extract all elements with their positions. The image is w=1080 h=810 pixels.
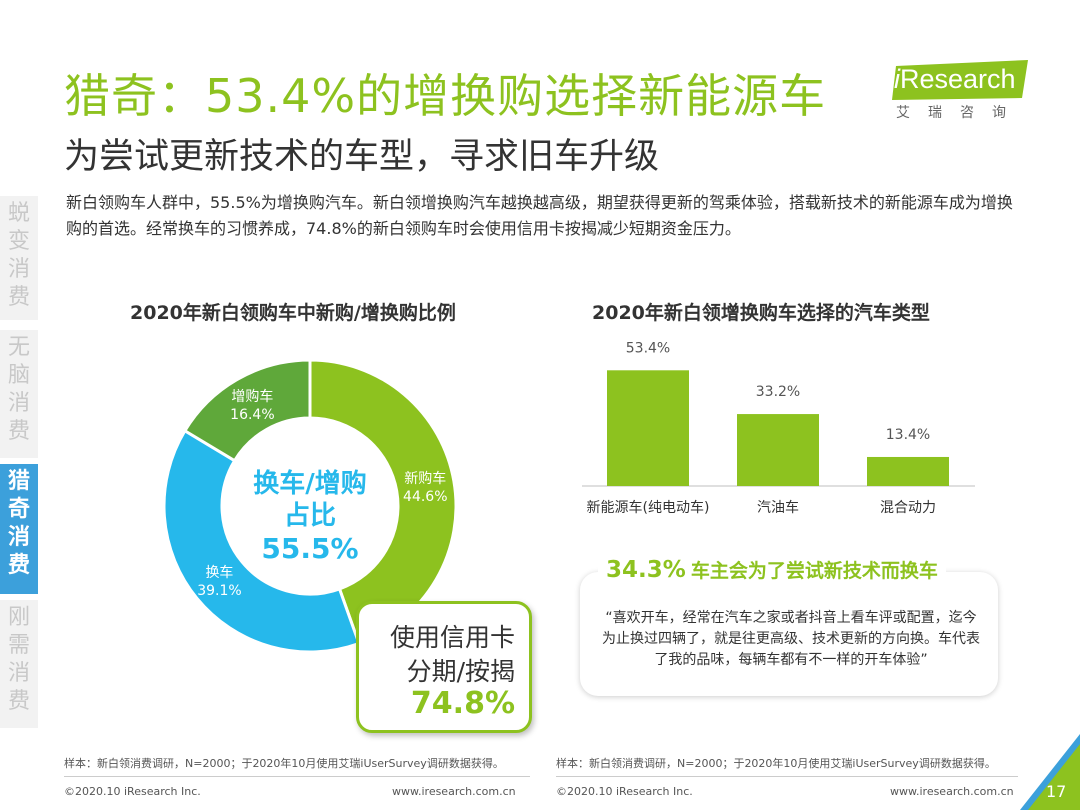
bar-category-label: 汽油车: [757, 499, 799, 516]
donut-slice-label: 新购车: [404, 470, 446, 487]
page-title: 猎奇：53.4%的增换购选择新能源车: [64, 69, 827, 123]
donut-center-line-1: 换车/增购: [253, 468, 367, 499]
donut-slice: [162, 428, 361, 654]
donut-slice: [182, 358, 312, 463]
bar-chart-title: 2020年新白领增换购车选择的汽车类型: [592, 302, 930, 324]
sidebar-label: 无脑消费: [7, 335, 30, 444]
donut-slice-value: 44.6%: [403, 489, 447, 505]
sample-note-right: 样本：新白领消费调研，N=2000；于2020年10月使用艾瑞iUserSurv…: [556, 757, 996, 770]
callout-value: 74.8%: [410, 686, 515, 721]
sidebar-item-novelty[interactable]: 猎奇消费: [0, 464, 38, 594]
bar-value-label: 53.4%: [626, 340, 670, 356]
page-number: 17: [1046, 782, 1067, 801]
logo-wordmark: iResearch: [894, 64, 1016, 95]
donut-chart-title: 2020年新白领购车中新购/增换购比例: [130, 302, 456, 324]
donut-slice-label: 换车: [205, 564, 233, 581]
footer-url-right[interactable]: www.iresearch.com.cn: [890, 785, 1014, 798]
iresearch-logo: iResearch 艾瑞咨询: [892, 58, 1032, 128]
logo-i: i: [894, 64, 900, 94]
footer-copyright-right: ©2020.10 iResearch Inc.: [556, 785, 693, 798]
sidebar-label: 刚需消费: [7, 605, 30, 714]
logo-cn: 艾瑞咨询: [896, 105, 1024, 121]
quote-pct: 34.3%: [606, 557, 686, 583]
sidebar-label: 猎奇消费: [7, 469, 30, 578]
logo-banner: [892, 60, 1028, 100]
sample-note-left: 样本：新白领消费调研，N=2000；于2020年10月使用艾瑞iUserSurv…: [64, 757, 504, 770]
quote-text: “喜欢开车，经常在汽车之家或者抖音上看车评或配置，迄今为止换过四辆了，就是往更高…: [602, 610, 980, 668]
footer-url-left[interactable]: www.iresearch.com.cn: [392, 785, 516, 798]
callout-line-2: 分期/按揭: [406, 657, 515, 686]
footer-copyright-left: ©2020.10 iResearch Inc.: [64, 785, 201, 798]
sidebar-item-essential[interactable]: 刚需消费: [0, 600, 38, 728]
bar-chart: 53.4% 新能源车(纯电动车) 33.2% 汽油车 13.4% 混合动力: [582, 340, 975, 516]
page-subtitle: 为尝试更新技术的车型，寻求旧车升级: [64, 137, 660, 177]
bar-category-label: 新能源车(纯电动车): [587, 499, 710, 516]
divider-left: [64, 776, 530, 777]
donut-center-line-2: 占比: [284, 501, 336, 531]
sidebar-label: 蜕变消费: [7, 201, 30, 310]
callout-line-1: 使用信用卡: [389, 623, 515, 652]
donut-slice-value: 39.1%: [197, 583, 241, 599]
bar: [867, 456, 949, 486]
quote-headline-text: 车主会为了尝试新技术而换车: [690, 560, 938, 582]
bar-value-label: 33.2%: [756, 384, 800, 400]
description: 新白领购车人群中，55.5%为增换购汽车。新白领增换购汽车越换越高级，期望获得更…: [66, 193, 1013, 238]
quote-headline: 34.3% 车主会为了尝试新技术而换车: [598, 556, 946, 583]
logo-brand: Research: [900, 64, 1016, 94]
bar: [607, 370, 689, 486]
divider-right: [556, 776, 1018, 777]
corner-decoration: [1020, 734, 1080, 810]
donut-slice-value: 16.4%: [230, 407, 274, 423]
credit-card-callout: 使用信用卡 分期/按揭 74.8%: [356, 601, 532, 733]
bar-category-label: 混合动力: [880, 500, 936, 516]
bar-value-label: 13.4%: [886, 427, 930, 443]
sidebar-item-transform[interactable]: 蜕变消费: [0, 196, 38, 320]
donut-slice-label: 增购车: [231, 388, 273, 405]
sidebar-item-mindless[interactable]: 无脑消费: [0, 330, 38, 458]
donut-center-value: 55.5%: [261, 532, 358, 565]
bar: [737, 414, 819, 486]
